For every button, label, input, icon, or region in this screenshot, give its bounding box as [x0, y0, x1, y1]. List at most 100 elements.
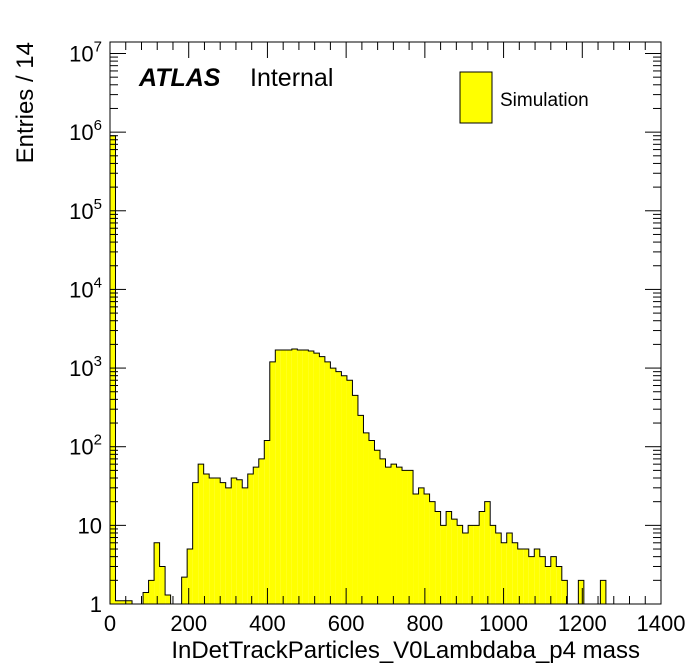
- y-tick-label-exponent: 4: [94, 274, 102, 291]
- histogram-bar: [424, 494, 430, 604]
- x-tick-labels: 0 200 400 600 800 1000 1200 1400: [104, 611, 686, 636]
- histogram-bar: [330, 368, 336, 604]
- histogram-bar: [429, 501, 436, 604]
- histogram-bar: [275, 349, 281, 604]
- histogram-bar: [110, 135, 116, 605]
- histogram-bar: [203, 473, 210, 604]
- histogram-bar: [187, 549, 193, 604]
- histogram-bar: [269, 361, 276, 604]
- y-tick-label-exponent: 2: [94, 432, 102, 449]
- y-tick-label-exponent: 6: [94, 117, 102, 134]
- histogram-bar: [308, 350, 314, 604]
- histogram-bar: [231, 478, 237, 604]
- y-tick-label-base: 10: [69, 435, 93, 460]
- y-tick-label-base: 10: [69, 199, 93, 224]
- histogram-bar: [391, 464, 397, 604]
- axis-ticks: [109, 42, 662, 605]
- histogram-bar: [451, 519, 458, 604]
- x-axis-label: InDetTrackParticles_V0Lambdaba_p4 mass: [171, 637, 640, 664]
- histogram-bar: [561, 580, 568, 604]
- histogram-bar: [479, 511, 485, 604]
- internal-label: Internal: [250, 64, 333, 92]
- histogram-bar: [236, 479, 243, 604]
- histogram-bar: [324, 361, 331, 604]
- histogram-bar: [253, 467, 259, 604]
- y-tick-label: 102: [69, 432, 102, 460]
- histogram-bar: [418, 487, 425, 604]
- histogram-bar: [600, 580, 606, 604]
- legend-swatch: [459, 71, 493, 124]
- histogram-bar: [435, 511, 441, 604]
- histogram-bar: [556, 566, 562, 604]
- histogram-outline: [109, 135, 661, 605]
- histogram-bar: [154, 542, 160, 604]
- histogram-bar: [214, 478, 221, 604]
- histogram-bar: [413, 494, 419, 604]
- histogram-bar: [319, 356, 325, 604]
- y-tick-label-exponent: 7: [94, 38, 102, 55]
- histogram-bar: [148, 580, 155, 604]
- histogram-bar: [297, 349, 303, 604]
- histogram-bar: [143, 592, 149, 604]
- histogram-bar: [264, 440, 270, 604]
- y-tick-label: 10: [78, 513, 102, 538]
- histogram-bar: [545, 566, 551, 604]
- histogram-bar: [440, 525, 447, 604]
- histogram-bar: [379, 458, 386, 604]
- x-tick-label: 400: [249, 611, 286, 636]
- histogram-bar: [363, 432, 369, 604]
- histogram-bar: [291, 348, 298, 604]
- histogram-bar: [198, 464, 204, 604]
- histogram-bar: [181, 577, 188, 604]
- y-tick-label-base: 10: [69, 41, 93, 66]
- histogram-bar: [126, 600, 133, 604]
- histogram-bar: [247, 473, 254, 604]
- y-tick-label: 104: [69, 274, 102, 302]
- x-tick-label: 1400: [637, 611, 686, 636]
- y-tick-label-exponent: 5: [94, 196, 102, 213]
- histogram-bar: [490, 525, 496, 604]
- histogram-bar: [220, 482, 226, 604]
- histogram-bar: [473, 525, 480, 604]
- histogram-bar: [534, 549, 540, 604]
- histogram-bar: [121, 600, 127, 604]
- atlas-label: ATLAS: [138, 64, 221, 92]
- histogram-bar: [396, 467, 403, 604]
- x-tick-label: 1000: [479, 611, 528, 636]
- histogram-bar: [335, 371, 342, 604]
- histogram-bar: [402, 470, 408, 604]
- histogram-bar: [209, 478, 215, 604]
- y-tick-label: 106: [69, 117, 102, 145]
- histogram-bar: [407, 470, 414, 604]
- y-tick-label: 105: [69, 196, 102, 224]
- histogram-bar: [578, 580, 584, 604]
- histogram-bar: [495, 532, 502, 604]
- histogram-bar: [374, 450, 380, 604]
- histogram-bar: [225, 487, 232, 604]
- x-tick-label: 0: [104, 611, 116, 636]
- histogram-bar: [528, 556, 535, 604]
- y-tick-label-base: 10: [69, 120, 93, 145]
- histogram-bar: [468, 525, 474, 604]
- histogram-bar: [385, 467, 392, 604]
- plot-frame: [109, 41, 662, 605]
- histogram-bar: [484, 501, 491, 604]
- histogram-bar: [280, 349, 287, 604]
- x-tick-label: 600: [328, 611, 365, 636]
- histogram-bar: [506, 532, 513, 604]
- histogram-bar: [517, 549, 524, 604]
- y-tick-label: 107: [69, 38, 102, 66]
- histogram-bar: [242, 487, 248, 604]
- x-tick-label: 800: [407, 611, 444, 636]
- histogram-bar: [368, 440, 375, 604]
- histogram-bar: [457, 525, 463, 604]
- histogram-bar: [159, 566, 166, 604]
- histogram-bar: [446, 511, 452, 604]
- histogram-bar: [341, 375, 347, 604]
- histogram-bar: [165, 595, 171, 604]
- y-tick-label: 1: [90, 592, 102, 617]
- histogram-bars: [110, 135, 606, 605]
- histogram-bar: [550, 556, 557, 604]
